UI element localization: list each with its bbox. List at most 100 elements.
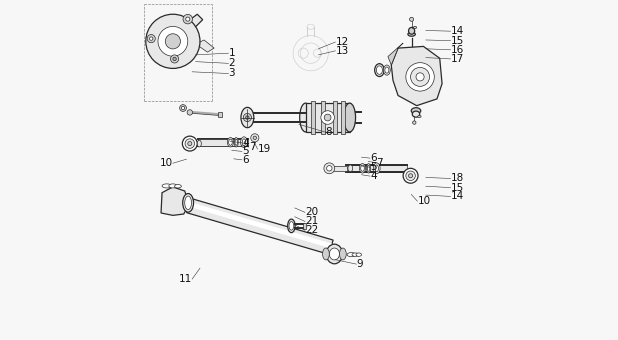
Text: 15: 15	[451, 183, 464, 192]
Text: 12: 12	[336, 37, 349, 47]
Text: 6: 6	[242, 155, 248, 165]
Text: 7: 7	[248, 142, 255, 152]
Text: 13: 13	[336, 46, 349, 56]
Circle shape	[410, 17, 413, 21]
Circle shape	[185, 139, 195, 148]
Circle shape	[173, 57, 176, 61]
Circle shape	[324, 163, 335, 174]
Circle shape	[181, 106, 185, 110]
Ellipse shape	[360, 164, 366, 173]
Bar	[321, 101, 325, 134]
Ellipse shape	[329, 248, 339, 260]
Ellipse shape	[361, 165, 365, 171]
Ellipse shape	[347, 253, 355, 257]
Ellipse shape	[241, 107, 254, 128]
Ellipse shape	[235, 139, 237, 145]
Ellipse shape	[385, 67, 389, 73]
Circle shape	[321, 111, 334, 124]
Text: 21: 21	[305, 217, 318, 226]
Text: 1: 1	[229, 48, 235, 58]
Text: 14: 14	[451, 191, 464, 201]
Circle shape	[171, 55, 179, 63]
Text: 2: 2	[229, 58, 235, 68]
Ellipse shape	[197, 140, 201, 147]
Polygon shape	[187, 199, 333, 254]
Ellipse shape	[367, 165, 370, 171]
Polygon shape	[162, 55, 187, 68]
Ellipse shape	[375, 165, 378, 172]
Bar	[311, 101, 315, 134]
Text: 16: 16	[451, 45, 464, 55]
Circle shape	[150, 37, 153, 40]
Circle shape	[324, 114, 331, 121]
Bar	[341, 101, 345, 134]
Circle shape	[183, 14, 193, 24]
Ellipse shape	[323, 248, 329, 260]
Text: 20: 20	[305, 207, 318, 217]
Text: 4: 4	[242, 138, 248, 148]
Ellipse shape	[412, 111, 420, 117]
Ellipse shape	[408, 32, 415, 36]
Text: 5: 5	[242, 147, 248, 156]
Ellipse shape	[376, 66, 383, 74]
Bar	[303, 223, 307, 228]
Circle shape	[165, 34, 180, 49]
Text: 4: 4	[370, 171, 376, 181]
Ellipse shape	[352, 253, 359, 256]
Ellipse shape	[408, 28, 415, 34]
Ellipse shape	[339, 248, 346, 260]
Ellipse shape	[234, 137, 238, 147]
Ellipse shape	[287, 219, 295, 233]
Ellipse shape	[183, 193, 193, 212]
Text: 9: 9	[357, 259, 363, 269]
Polygon shape	[187, 14, 203, 28]
Ellipse shape	[242, 139, 246, 146]
Circle shape	[416, 73, 424, 81]
Ellipse shape	[366, 164, 371, 173]
Text: 22: 22	[305, 225, 318, 235]
Text: 6: 6	[370, 153, 376, 163]
Ellipse shape	[240, 137, 247, 148]
Ellipse shape	[169, 184, 177, 188]
Text: 17: 17	[451, 54, 464, 64]
Ellipse shape	[344, 103, 355, 132]
Text: 10: 10	[417, 196, 431, 206]
Bar	[198, 139, 248, 146]
Text: 3: 3	[229, 68, 235, 79]
Ellipse shape	[413, 27, 417, 29]
Ellipse shape	[185, 196, 192, 210]
Ellipse shape	[384, 65, 390, 75]
Circle shape	[406, 63, 434, 91]
Ellipse shape	[418, 116, 421, 118]
Text: 11: 11	[179, 274, 192, 284]
Ellipse shape	[227, 137, 234, 147]
Text: 15: 15	[451, 36, 464, 46]
Bar	[329, 166, 347, 171]
Circle shape	[326, 166, 332, 171]
Polygon shape	[161, 187, 189, 215]
Circle shape	[251, 134, 259, 142]
Polygon shape	[391, 46, 442, 106]
Ellipse shape	[300, 103, 311, 132]
Text: 7: 7	[376, 157, 383, 168]
Circle shape	[186, 17, 190, 21]
Text: 10: 10	[160, 158, 173, 168]
Circle shape	[243, 114, 252, 122]
Circle shape	[253, 136, 256, 139]
Circle shape	[180, 105, 187, 112]
Circle shape	[403, 168, 418, 183]
Ellipse shape	[375, 64, 384, 76]
Text: 5: 5	[370, 162, 376, 172]
Bar	[306, 103, 350, 132]
Ellipse shape	[411, 108, 421, 114]
Ellipse shape	[326, 244, 342, 264]
Circle shape	[182, 136, 197, 151]
Bar	[218, 112, 222, 117]
Circle shape	[188, 141, 192, 146]
Ellipse shape	[229, 139, 232, 145]
Ellipse shape	[289, 222, 294, 230]
Polygon shape	[196, 40, 214, 52]
Circle shape	[406, 171, 415, 181]
Text: 14: 14	[451, 26, 464, 36]
Circle shape	[146, 14, 200, 68]
